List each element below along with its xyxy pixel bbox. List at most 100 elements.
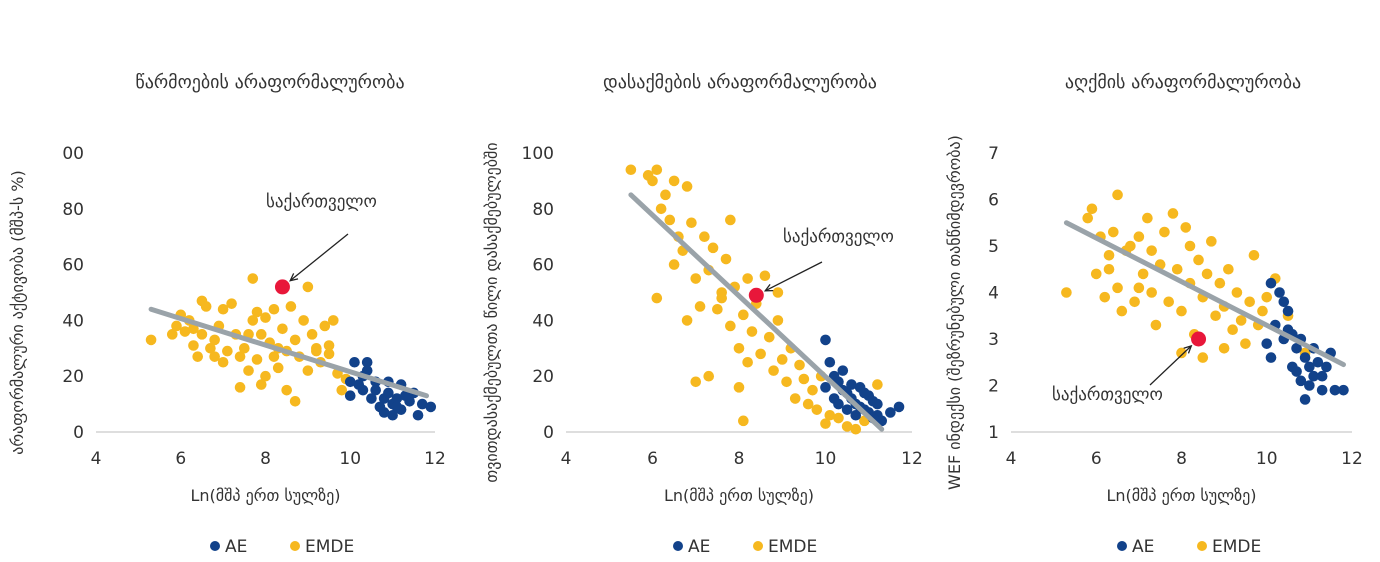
scatter-point-emde bbox=[1112, 189, 1123, 201]
scatter-point-emde bbox=[209, 351, 220, 362]
scatter-point-emde bbox=[1090, 268, 1102, 280]
scatter-point-emde bbox=[1261, 291, 1273, 303]
scatter-point-emde bbox=[289, 396, 301, 407]
scatter-point-emde bbox=[1125, 240, 1136, 252]
scatter-point-emde bbox=[1146, 245, 1157, 256]
georgia-point bbox=[748, 287, 764, 303]
scatter-point-emde bbox=[302, 281, 314, 293]
scatter-point-emde bbox=[763, 331, 775, 343]
legend-marker-ae bbox=[210, 541, 220, 551]
y-tick-label: 5 bbox=[988, 237, 999, 257]
scatter-point-emde bbox=[1129, 296, 1140, 308]
scatter-point-emde bbox=[247, 315, 259, 326]
scatter-point-emde bbox=[1176, 305, 1187, 317]
x-tick-label: 10 bbox=[339, 449, 361, 469]
scatter-point-emde bbox=[1061, 287, 1072, 298]
scatter-point-emde bbox=[285, 301, 297, 312]
scatter-point-emde bbox=[1142, 212, 1153, 224]
annotation-label: საქართველო bbox=[1052, 385, 1163, 405]
y-tick-label: 40 bbox=[532, 311, 554, 331]
scatter-point-emde bbox=[1103, 250, 1115, 261]
scatter-point-ae bbox=[378, 407, 390, 418]
scatter-point-emde bbox=[260, 370, 271, 382]
scatter-point-emde bbox=[1116, 305, 1128, 317]
scatter-point-emde bbox=[655, 203, 667, 215]
scatter-point-emde bbox=[690, 376, 702, 388]
scatter-point-ae bbox=[361, 356, 373, 368]
scatter-point-emde bbox=[1240, 338, 1251, 349]
scatter-point-emde bbox=[742, 273, 753, 284]
scatter-point-emde bbox=[1244, 296, 1255, 308]
y-tick-label: 20 bbox=[62, 367, 84, 387]
scatter-point-emde bbox=[196, 329, 208, 340]
legend-label-emde: EMDE bbox=[768, 537, 817, 557]
scatter-point-emde bbox=[664, 214, 676, 226]
scatter-point-emde bbox=[205, 343, 216, 354]
y-tick-label: 60 bbox=[532, 256, 554, 276]
scatter-point-emde bbox=[1112, 282, 1123, 294]
scatter-point-emde bbox=[1257, 305, 1268, 317]
scatter-point-emde bbox=[1171, 263, 1183, 275]
scatter-point-emde bbox=[802, 398, 814, 410]
annotation-arrowhead bbox=[1183, 344, 1193, 354]
scatter-point-ae bbox=[357, 384, 369, 396]
scatter-point-ae bbox=[1291, 366, 1302, 377]
y-tick-label: 7 bbox=[988, 144, 999, 164]
scatter-point-emde bbox=[323, 348, 335, 360]
scatter-point-emde bbox=[733, 382, 745, 393]
scatter-point-emde bbox=[668, 259, 680, 270]
scatter-point-emde bbox=[712, 303, 723, 315]
annotation-label: საქართველო bbox=[783, 227, 894, 247]
chart-panel-2: დასაქმების არაფორმალურობა 4 6 8 10 12 0 20 40 60 8… bbox=[482, 72, 923, 557]
x-tick-label: 8 bbox=[734, 449, 745, 469]
scatter-point-ae bbox=[1312, 356, 1324, 368]
x-tick-label: 4 bbox=[561, 449, 572, 469]
scatter-point-emde bbox=[1163, 296, 1175, 308]
scatter-point-ae bbox=[1321, 361, 1332, 373]
y-tick-label: 1 bbox=[988, 423, 999, 443]
x-tick-label: 10 bbox=[815, 449, 837, 469]
scatter-point-emde bbox=[746, 326, 758, 337]
scatter-point-emde bbox=[833, 412, 844, 424]
scatter-point-emde bbox=[686, 217, 697, 229]
scatter-point-emde bbox=[1214, 277, 1226, 289]
scatter-point-emde bbox=[217, 303, 229, 315]
scatter-point-emde bbox=[1167, 208, 1179, 219]
scatter-point-emde bbox=[200, 301, 212, 312]
legend-label-emde: EMDE bbox=[1212, 537, 1261, 557]
scatter-point-emde bbox=[251, 354, 263, 365]
scatter-point-emde bbox=[272, 362, 284, 374]
scatter-point-emde bbox=[776, 354, 788, 365]
y-tick-label: 40 bbox=[62, 311, 84, 331]
scatter-point-ae bbox=[893, 401, 905, 413]
scatter-point-emde bbox=[768, 365, 779, 376]
legend-marker-emde bbox=[290, 541, 300, 551]
scatter-point-emde bbox=[789, 393, 801, 404]
scatter-point-emde bbox=[289, 334, 301, 346]
scatter-point-emde bbox=[243, 365, 254, 376]
scatter-point-ae bbox=[1299, 394, 1311, 405]
scatter-point-emde bbox=[850, 423, 862, 435]
x-tick-label: 12 bbox=[1341, 449, 1363, 469]
scatter-point-emde bbox=[268, 351, 280, 362]
y-tick-label: 80 bbox=[62, 200, 84, 220]
scatter-point-emde bbox=[738, 415, 749, 427]
scatter-point-ae bbox=[1304, 361, 1315, 373]
legend-label-emde: EMDE bbox=[305, 537, 354, 557]
scatter-point-ae bbox=[1274, 287, 1285, 298]
scatter-point-ae bbox=[850, 409, 862, 421]
scatter-point-ae bbox=[1291, 343, 1302, 354]
scatter-point-ae bbox=[1261, 338, 1273, 349]
scatter-point-emde bbox=[1176, 347, 1187, 359]
scatter-point-emde bbox=[1201, 268, 1213, 280]
scatter-point-emde bbox=[260, 312, 271, 323]
scatter-point-emde bbox=[145, 334, 157, 346]
georgia-point bbox=[274, 279, 290, 295]
scatter-point-ae bbox=[425, 401, 437, 413]
scatter-point-emde bbox=[306, 329, 318, 340]
scatter-point-ae bbox=[872, 398, 883, 410]
scatter-point-ae bbox=[1282, 305, 1294, 317]
y-tick-label: 0 bbox=[73, 423, 84, 443]
scatter-point-ae bbox=[344, 390, 356, 402]
scatter-point-emde bbox=[841, 421, 853, 432]
